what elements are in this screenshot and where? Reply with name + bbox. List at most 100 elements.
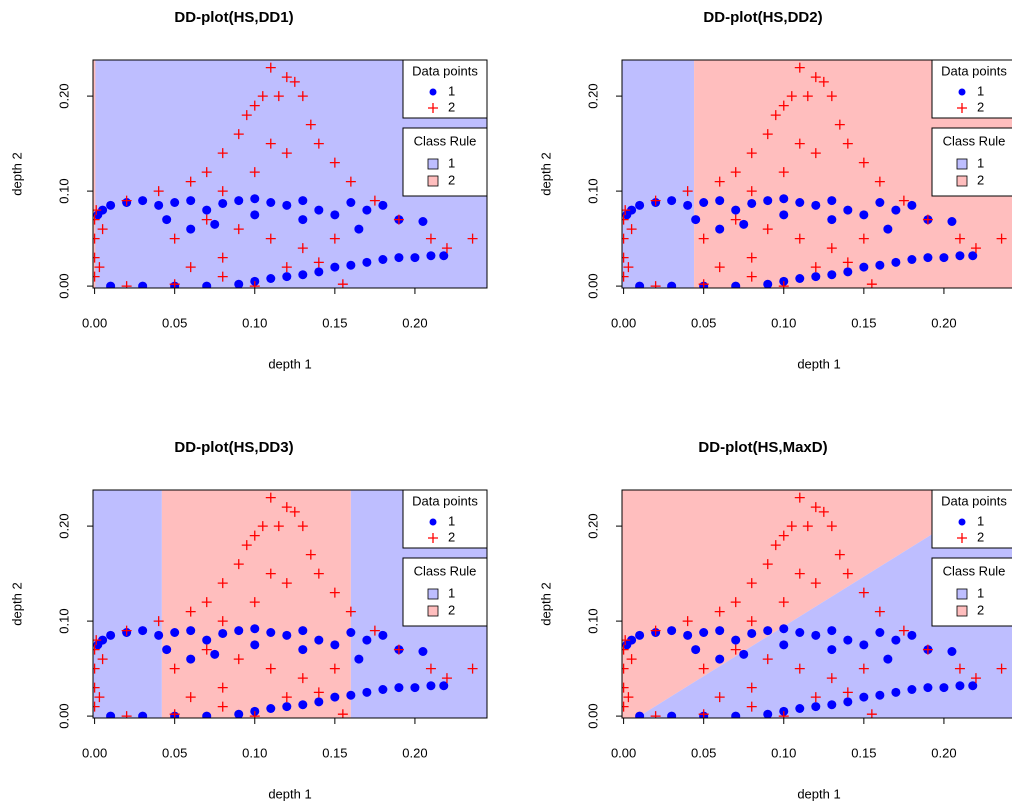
legend-swatch [427,605,439,617]
point [394,253,404,263]
point [683,200,693,210]
point [730,597,741,608]
point [667,196,677,206]
point [93,271,100,282]
point [810,692,821,703]
point [93,644,100,655]
legend-swatch [427,175,439,187]
point [93,701,100,712]
y-axis-label: depth 2 [538,582,553,625]
point [667,626,677,636]
panel: 0.00 0.05 0.10 0.15 0.20 0.00 0.10 0.20 DD-plot(… [9,439,488,801]
point [281,502,292,513]
point [426,251,436,261]
point [138,196,148,206]
y-tick-label: 0.00 [585,273,600,298]
point [623,262,634,273]
point [635,711,645,718]
point [794,492,805,503]
point [858,233,869,244]
point [154,200,164,210]
point [891,687,901,697]
x-tick-label: 0.15 [851,315,876,330]
point [827,700,837,710]
point [346,260,356,270]
x-tick-label: 0.05 [691,315,716,330]
point [329,233,340,244]
point [467,233,478,244]
point [250,210,260,220]
point [955,681,965,691]
x-tick-label: 0.00 [611,315,636,330]
point [186,654,196,664]
class-region [93,490,162,718]
legend-swatch [956,605,968,617]
point [362,635,372,645]
point [153,616,164,627]
point [922,644,933,655]
point [121,625,132,636]
legend-title: Data points [941,493,1007,508]
point [786,91,797,102]
legend-label: 1 [448,585,455,600]
point [778,167,789,178]
point [281,148,292,159]
point [763,196,773,206]
point [826,521,837,532]
point [329,157,340,168]
point [907,630,917,640]
point [305,119,316,130]
legend-label: 1 [977,513,984,528]
point [622,701,629,712]
legend-label: 2 [977,99,984,114]
point [682,616,693,627]
point [330,262,340,272]
point [354,654,364,664]
legend-label: 2 [448,529,455,544]
legend-box [402,489,488,549]
point [153,186,164,197]
point [93,252,100,263]
point [210,219,220,229]
x-tick-label: 0.05 [691,745,716,760]
chart-title: DD-plot(HS,DD1) [174,9,293,26]
point [298,700,308,710]
point [778,281,789,288]
y-tick-label: 0.20 [56,83,71,108]
point [826,91,837,102]
point [138,626,148,636]
point [875,260,885,270]
point [298,645,308,655]
point [834,119,845,130]
point [622,644,629,655]
point [811,630,821,640]
point [282,272,292,282]
point [778,100,789,111]
legend-marker [958,518,966,526]
point [201,214,212,225]
point [233,654,244,665]
point [739,649,749,659]
point [217,186,228,197]
point [622,271,629,282]
point [234,626,244,636]
point [217,701,228,712]
point [297,673,308,684]
point [875,198,885,207]
point [778,711,789,718]
point [297,243,308,254]
point [746,271,757,282]
point [265,663,276,674]
point [898,195,909,206]
point [106,711,116,718]
point [314,267,324,277]
point [715,224,725,234]
point [265,138,276,149]
point [762,129,773,140]
point [627,635,637,645]
x-axis-label: depth 1 [797,786,840,801]
point [201,597,212,608]
point [354,224,364,234]
point [169,233,180,244]
